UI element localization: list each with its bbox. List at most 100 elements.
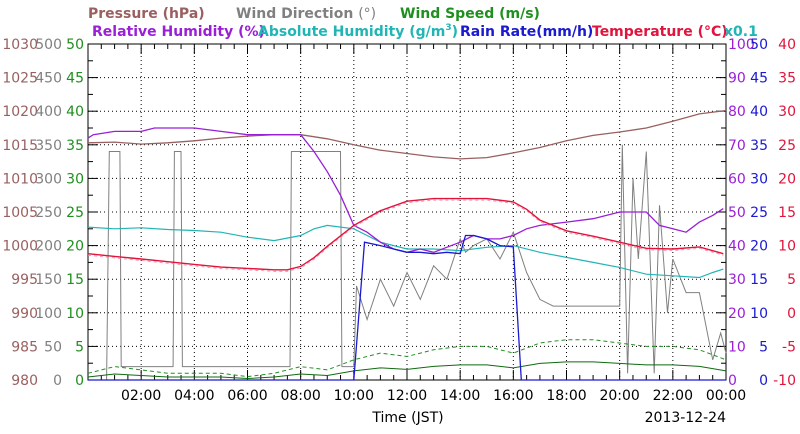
legend-relative-humidity: Relative Humidity (%) — [92, 24, 265, 40]
y-axes: 1030102510201015101010051000995990985980… — [2, 37, 796, 389]
y-tick-label-rh: 20 — [728, 306, 746, 322]
y-tick-label-temp: -5 — [782, 339, 796, 355]
y-tick-label-rh: 70 — [728, 138, 746, 154]
y-tick-label-rh: 30 — [728, 272, 746, 288]
x-tick-label: 16:00 — [493, 388, 533, 404]
legend-rain-rate: Rain Rate(mm/h) — [460, 24, 593, 40]
y-tick-label-pressure: 995 — [11, 272, 38, 288]
svg-text:Absolute Humidity (g/m3): Absolute Humidity (g/m3) — [258, 23, 458, 40]
y-tick-label-wind-dir: 400 — [35, 104, 62, 120]
series-temp — [87, 197, 724, 271]
x-tick-label: 22:00 — [653, 388, 693, 404]
y-tick-label-rh: 10 — [728, 339, 746, 355]
y-tick-label-wind-dir: 0 — [53, 373, 62, 389]
legend-absolute-humidity-tail: ) — [452, 24, 458, 40]
y-tick-label-wind-dir: 150 — [35, 272, 62, 288]
legend-wind-direction: Wind Direction — [236, 6, 353, 22]
y-tick-label-rh: 80 — [728, 104, 746, 120]
series-abs-hum — [87, 224, 724, 279]
y-tick-label-wind-speed: 30 — [66, 171, 84, 187]
series-rain — [88, 234, 726, 381]
series-pressure — [87, 109, 727, 160]
series-rh — [87, 127, 724, 253]
x-tick-label: 18:00 — [546, 388, 586, 404]
y-tick-label-temp: 20 — [778, 171, 796, 187]
series-wind-dir — [88, 144, 727, 381]
y-tick-label-wind-dir: 450 — [35, 71, 62, 87]
x-tick-label: 14:00 — [440, 388, 480, 404]
legend-absolute-humidity-sup: 3 — [445, 23, 451, 33]
y-tick-label-rain: 10 — [750, 306, 768, 322]
x-axis: 02:00 04:00 06:00 08:00 10:00 12:00 14:00 16:00… — [121, 388, 746, 404]
y-tick-label-wind-speed: 35 — [66, 138, 84, 154]
x-axis-label: Time (JST) — [371, 410, 443, 426]
y-tick-label-rain: 35 — [750, 138, 768, 154]
y-tick-label-rh: 0 — [728, 373, 737, 389]
y-tick-label-wind-dir: 500 — [35, 37, 62, 53]
y-tick-label-rain: 5 — [759, 339, 768, 355]
y-tick-label-rain: 25 — [750, 205, 768, 221]
y-tick-label-wind-dir: 50 — [44, 339, 62, 355]
y-tick-label-rain: 30 — [750, 171, 768, 187]
y-tick-label-wind-speed: 0 — [75, 373, 84, 389]
y-tick-label-wind-speed: 40 — [66, 104, 84, 120]
y-tick-label-wind-dir: 100 — [35, 306, 62, 322]
y-tick-label-temp: 25 — [778, 138, 796, 154]
y-tick-label-wind-speed: 5 — [75, 339, 84, 355]
y-tick-label-rh: 60 — [728, 171, 746, 187]
y-tick-label-rh: 40 — [728, 239, 746, 255]
series-group — [87, 109, 727, 381]
y-tick-label-wind-speed: 25 — [66, 205, 84, 221]
y-tick-label-rain: 0 — [759, 373, 768, 389]
y-tick-label-temp: 30 — [778, 104, 796, 120]
y-tick-label-rain: 15 — [750, 272, 768, 288]
y-tick-label-temp: 40 — [778, 37, 796, 53]
series-wind-speed — [87, 339, 727, 378]
x-tick-label: 08:00 — [280, 388, 320, 404]
y-tick-label-rh: 100 — [728, 37, 755, 53]
y-tick-label-pressure: 1015 — [2, 138, 38, 154]
y-tick-label-wind-speed: 15 — [66, 272, 84, 288]
legend-absolute-humidity: Absolute Humidity (g/m — [258, 24, 445, 40]
legend-temperature: Temperature — [592, 24, 693, 40]
y-tick-label-wind-speed: 10 — [66, 306, 84, 322]
y-tick-label-wind-speed: 20 — [66, 239, 84, 255]
x-tick-label: 00:00 — [706, 388, 746, 404]
y-tick-label-wind-dir: 350 — [35, 138, 62, 154]
y-tick-label-pressure: 985 — [11, 339, 38, 355]
axis-ticks — [88, 43, 727, 381]
y-tick-label-pressure: 1010 — [2, 171, 38, 187]
x-tick-label: 06:00 — [227, 388, 267, 404]
series-wind-speed-avg — [87, 361, 727, 380]
svg-text:Temperature (°C): Temperature (°C) — [592, 24, 728, 40]
y-tick-label-pressure: 980 — [11, 373, 38, 389]
y-tick-label-temp: 15 — [778, 205, 796, 221]
y-tick-label-temp: -10 — [773, 373, 796, 389]
y-tick-label-temp: 10 — [778, 239, 796, 255]
x-tick-label: 02:00 — [121, 388, 161, 404]
legend-pressure: Pressure (hPa) — [88, 6, 205, 22]
series-temp-dew — [87, 199, 724, 272]
y-tick-label-wind-dir: 300 — [35, 171, 62, 187]
x-tick-label: 10:00 — [334, 388, 374, 404]
y-tick-label-rain: 45 — [750, 71, 768, 87]
y-tick-label-pressure: 1025 — [2, 71, 38, 87]
x-tick-label: 12:00 — [387, 388, 427, 404]
y-tick-label-rain: 50 — [750, 37, 768, 53]
chart-date: 2013-12-24 — [645, 410, 726, 426]
y-tick-label-pressure: 1030 — [2, 37, 38, 53]
y-tick-label-pressure: 1005 — [2, 205, 38, 221]
y-tick-label-rh: 90 — [728, 71, 746, 87]
legend-wind-speed: Wind Speed (m/s) — [400, 6, 540, 22]
y-tick-label-wind-speed: 45 — [66, 71, 84, 87]
legend-wind-direction-unit: (°) — [358, 6, 376, 22]
x-tick-label: 04:00 — [174, 388, 214, 404]
y-tick-label-pressure: 990 — [11, 306, 38, 322]
y-tick-label-rain: 40 — [750, 104, 768, 120]
y-tick-label-wind-dir: 200 — [35, 239, 62, 255]
grid — [88, 44, 726, 380]
y-tick-label-wind-dir: 250 — [35, 205, 62, 221]
y-tick-label-temp: 0 — [787, 306, 796, 322]
y-tick-label-temp: 5 — [787, 272, 796, 288]
